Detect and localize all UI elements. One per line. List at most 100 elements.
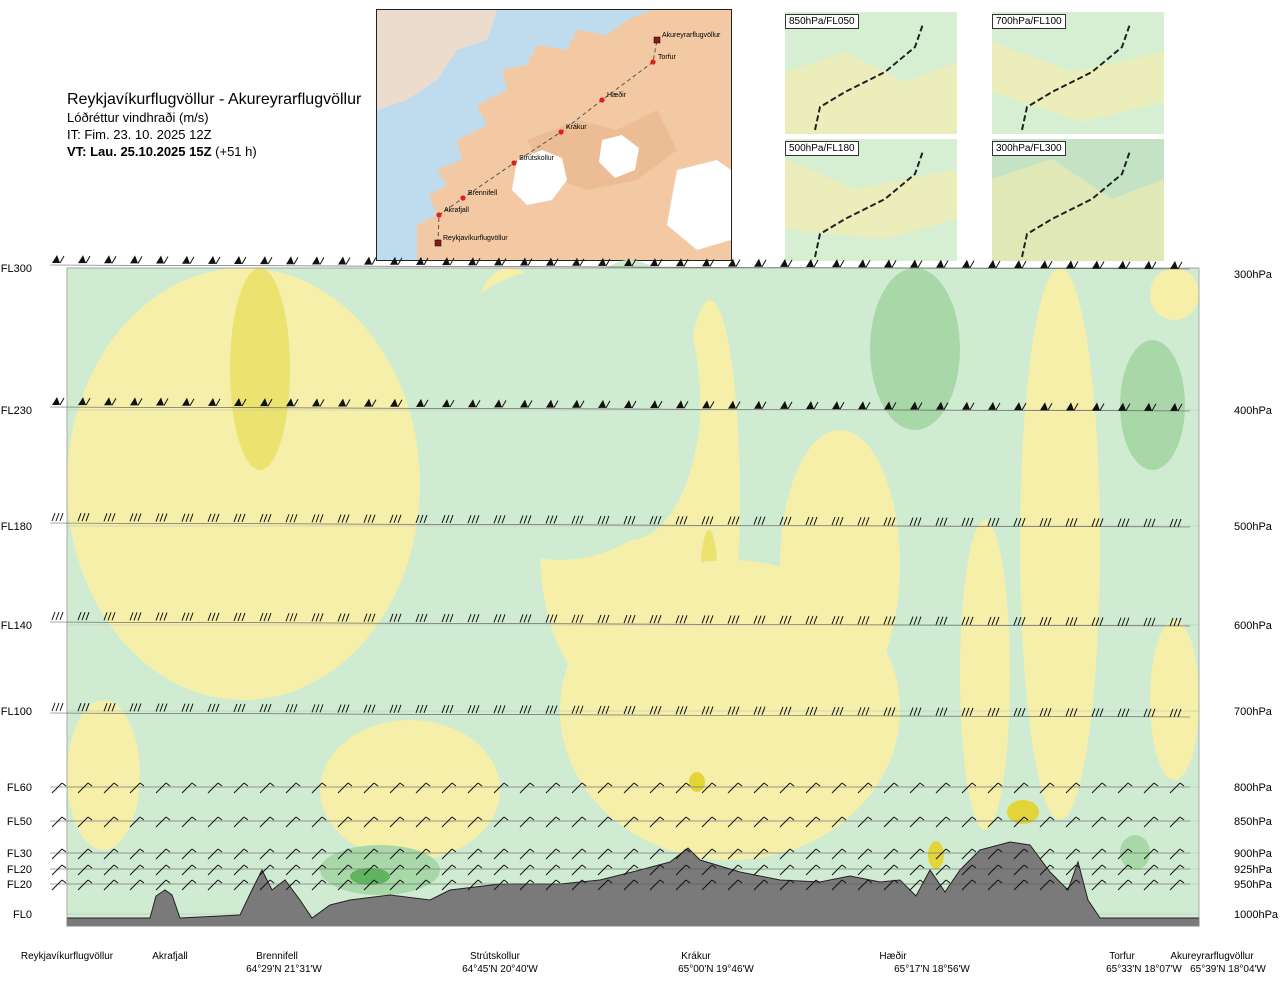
inset-500[interactable]: 500hPa/FL180 (785, 139, 957, 261)
wind-barb (390, 256, 403, 266)
wind-barb (493, 614, 506, 623)
wind-barb (1144, 402, 1157, 412)
wind-barb (467, 879, 483, 891)
wind-barb (545, 864, 561, 876)
wind-barb (285, 816, 301, 828)
wind-barb (312, 256, 325, 265)
wind-barb (727, 782, 743, 794)
wind-barb (259, 848, 275, 860)
downdraft-region (67, 268, 420, 700)
wind-barb (909, 816, 925, 828)
wind-barb (415, 879, 431, 891)
wind-barb (571, 879, 587, 891)
wind-barb (1066, 260, 1079, 269)
right-axis: 300hPa 400hPa 500hPa 600hPa 700hPa 800hPa 850h… (1234, 269, 1279, 921)
wind-barb (1143, 816, 1159, 828)
wind-barb (779, 516, 792, 526)
wind-barb (623, 614, 636, 624)
wind-barb (701, 516, 714, 525)
wind-barb (389, 816, 405, 828)
waypoint-coord: 65°00'N 19°46'W (678, 964, 754, 975)
wind-barb (858, 401, 871, 410)
wind-barb (675, 782, 691, 794)
wind-barb (519, 705, 532, 714)
left-axis-label: FL60 (7, 782, 32, 794)
wind-barb (259, 816, 275, 828)
wind-barb (701, 848, 717, 860)
wind-barb (675, 864, 691, 876)
wind-barb (598, 399, 611, 409)
wind-barb (1065, 864, 1081, 876)
wind-barb (753, 864, 769, 876)
wind-barb (831, 706, 844, 716)
wind-barb (285, 864, 301, 876)
wind-barb (571, 515, 584, 524)
wind-barb (416, 256, 429, 266)
wind-barb (675, 516, 688, 525)
wind-barb (363, 613, 376, 622)
wind-barb (441, 704, 454, 714)
wind-barb (701, 816, 717, 828)
wind-barb (494, 257, 507, 266)
downdraft-region (1150, 620, 1199, 780)
wind-barb (987, 517, 1000, 527)
wind-barb (285, 782, 301, 794)
wind-barb (51, 816, 67, 828)
wind-barb (805, 864, 821, 876)
inset-300-label: 300hPa/FL300 (992, 141, 1066, 156)
right-axis-label: 850hPa (1234, 816, 1273, 828)
wind-barb (415, 848, 431, 860)
wind-barb (1143, 782, 1159, 794)
wind-barb (468, 399, 481, 408)
wind-barb (701, 615, 714, 624)
wind-barb (519, 816, 535, 828)
wind-barb (259, 879, 275, 891)
wind-barb (181, 848, 197, 860)
wind-barb (104, 397, 117, 406)
wind-barb (571, 848, 587, 860)
inset-500-map (785, 139, 957, 261)
inset-850[interactable]: 850hPa/FL050 (785, 12, 957, 134)
wind-barb (805, 816, 821, 828)
wind-barb (1014, 260, 1027, 269)
wind-barb (935, 816, 951, 828)
wind-barb (129, 612, 142, 621)
wind-barb (182, 397, 195, 406)
wind-barb (597, 705, 610, 715)
wind-barb (337, 613, 350, 622)
wind-barb (520, 257, 533, 266)
wind-barb (467, 848, 483, 860)
wind-barb (363, 816, 379, 828)
wind-barb (1066, 402, 1079, 411)
inset-300[interactable]: 300hPa/FL300 (992, 139, 1164, 261)
wind-barb (1169, 848, 1185, 860)
waypoint-marker (599, 97, 605, 103)
wind-barb (857, 864, 873, 876)
inset-700[interactable]: 700hPa/FL100 (992, 12, 1164, 134)
wind-barb (338, 256, 351, 265)
wind-barb (338, 398, 351, 407)
wind-barb (1169, 708, 1182, 718)
wind-barb (311, 848, 327, 860)
wind-barb (1143, 848, 1159, 860)
wind-barb (727, 879, 743, 891)
right-axis-label: 400hPa (1234, 405, 1273, 417)
waypoint-name: Torfur (1109, 951, 1135, 962)
wind-barb (910, 401, 923, 410)
wind-barb (883, 707, 896, 716)
wind-barb (727, 615, 740, 624)
wind-barb (831, 516, 844, 526)
wind-barb (77, 611, 90, 621)
wind-barb (1039, 848, 1055, 860)
wind-barb (675, 848, 691, 860)
wind-barb (545, 879, 561, 891)
wind-barb (857, 879, 873, 891)
wind-barb (780, 400, 793, 410)
wind-barb (832, 401, 845, 410)
downdraft-region (230, 268, 290, 470)
wind-barb (883, 864, 899, 876)
wind-barb (441, 848, 457, 860)
strong-downdraft-core (1007, 800, 1039, 824)
left-axis-label: FL230 (1, 405, 32, 417)
wind-barb (155, 513, 168, 522)
